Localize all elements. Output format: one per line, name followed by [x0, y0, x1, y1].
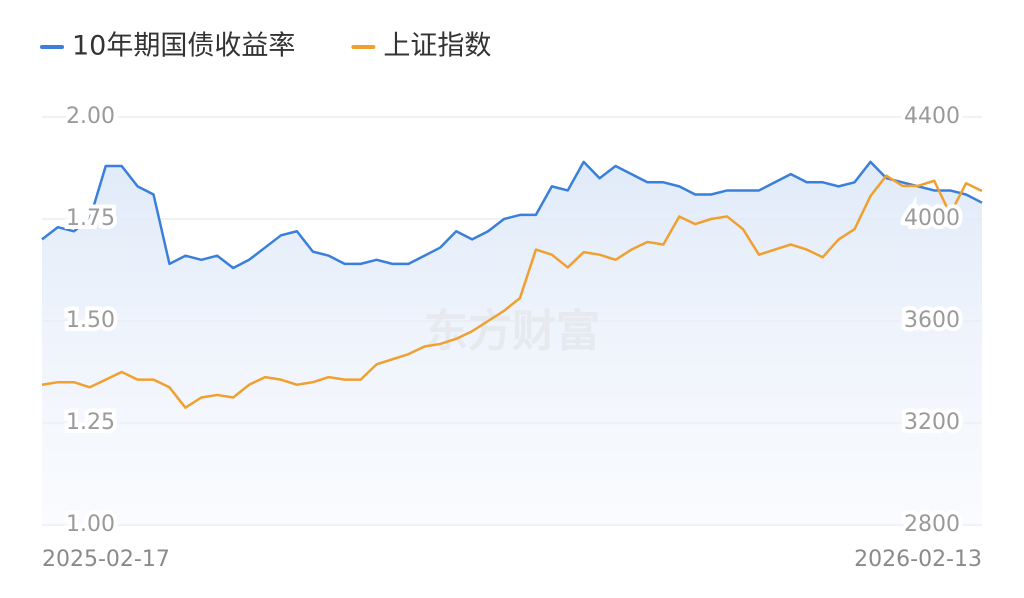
y2-tick-label: 3200	[904, 410, 960, 435]
x-tick-label: 2025-02-17	[42, 547, 170, 572]
line-series	[41, 160, 983, 270]
legend-label: 上证指数	[383, 31, 491, 62]
grid	[42, 116, 982, 526]
watermark: 东方财富	[424, 306, 600, 357]
y-tick-label: 1.25	[66, 410, 115, 435]
y-tick-label: 2.00	[66, 104, 115, 129]
line-series	[41, 174, 983, 409]
y2-tick-label: 4400	[904, 104, 960, 129]
y-tick-label: 1.00	[66, 512, 115, 537]
area-fill	[42, 161, 982, 525]
y2-tick-label: 3600	[904, 308, 960, 333]
y2-tick-label: 4000	[904, 206, 960, 231]
x-tick-label: 2026-02-13	[854, 547, 982, 572]
y-tick-label: 1.50	[66, 308, 115, 333]
y2-tick-label: 2800	[904, 512, 960, 537]
legend-label: 10年期国债收益率	[72, 31, 295, 62]
y-tick-label: 1.75	[66, 206, 115, 231]
